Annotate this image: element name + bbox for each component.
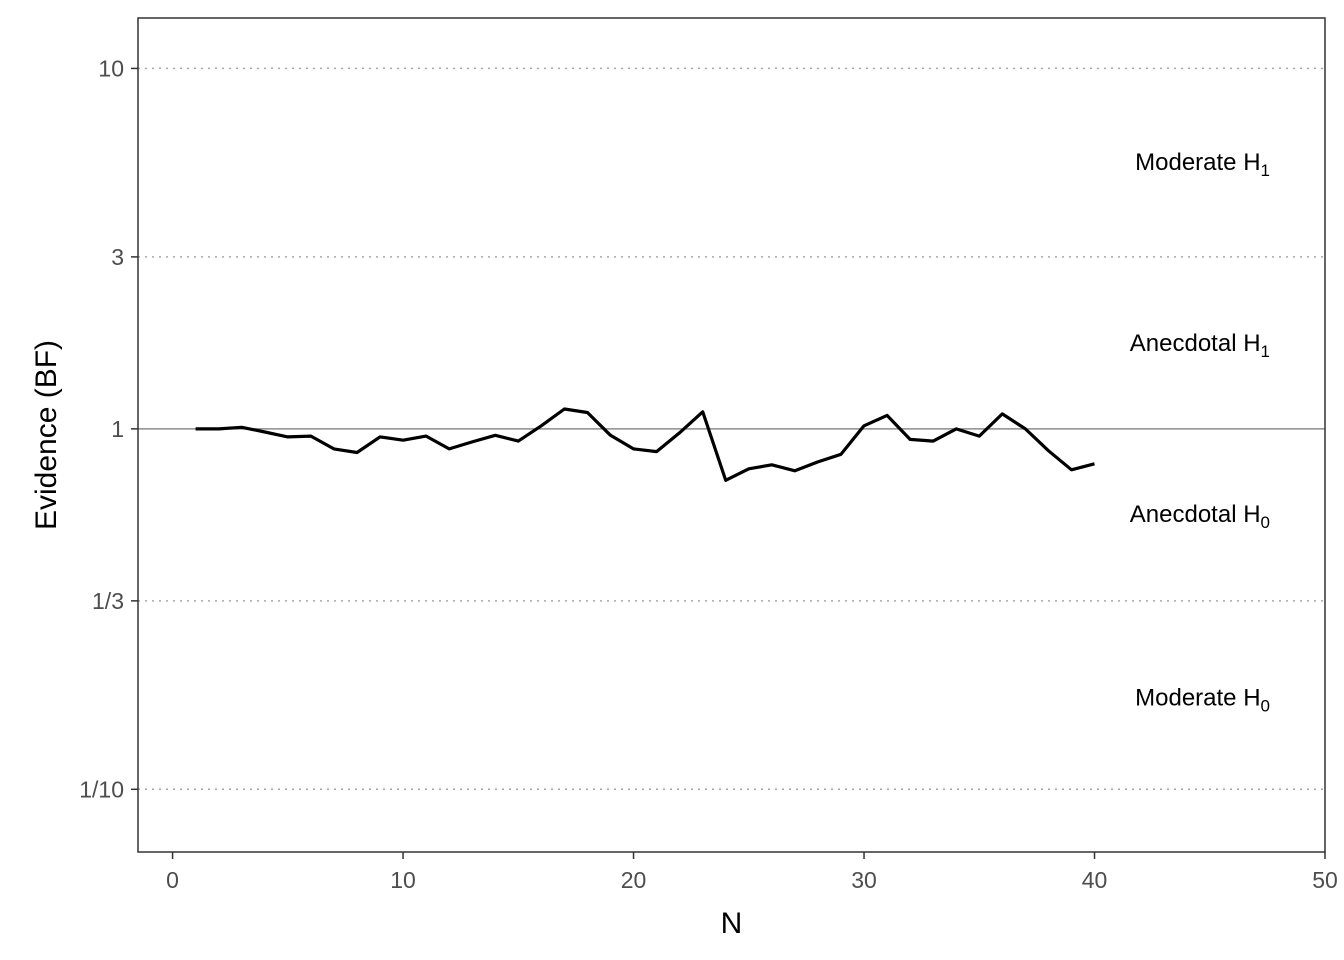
x-axis: 0 10 20 30 40 50 bbox=[166, 852, 1338, 893]
x-tick-label: 40 bbox=[1082, 867, 1108, 893]
panel-border bbox=[137, 17, 1326, 853]
region-label: Anecdotal H0 bbox=[1130, 501, 1270, 532]
series-line-group bbox=[195, 407, 1095, 482]
series-line bbox=[195, 407, 1095, 482]
region-label: Moderate H1 bbox=[1135, 149, 1270, 180]
y-tick-label: 3 bbox=[111, 244, 124, 270]
gridlines bbox=[138, 67, 1325, 791]
region-labels: Moderate H1 Anecdotal H1 Anecdotal H0 Moder… bbox=[1130, 149, 1270, 715]
y-tick-label: 10 bbox=[98, 55, 124, 81]
x-tick-label: 20 bbox=[621, 867, 647, 893]
y-axis-title: Evidence (BF) bbox=[30, 340, 63, 530]
region-label: Moderate H0 bbox=[1135, 684, 1270, 715]
x-tick-label: 10 bbox=[390, 867, 416, 893]
x-tick-label: 30 bbox=[851, 867, 877, 893]
y-tick-label: 1 bbox=[111, 416, 124, 442]
x-axis-title: N bbox=[721, 907, 743, 940]
y-tick-label: 1/3 bbox=[92, 588, 124, 614]
y-tick-label: 1/10 bbox=[79, 776, 124, 802]
x-tick-label: 0 bbox=[166, 867, 179, 893]
y-axis: 10 3 1 1/3 1/10 bbox=[79, 55, 138, 802]
region-label: Anecdotal H1 bbox=[1130, 330, 1270, 361]
x-tick-label: 50 bbox=[1312, 867, 1338, 893]
